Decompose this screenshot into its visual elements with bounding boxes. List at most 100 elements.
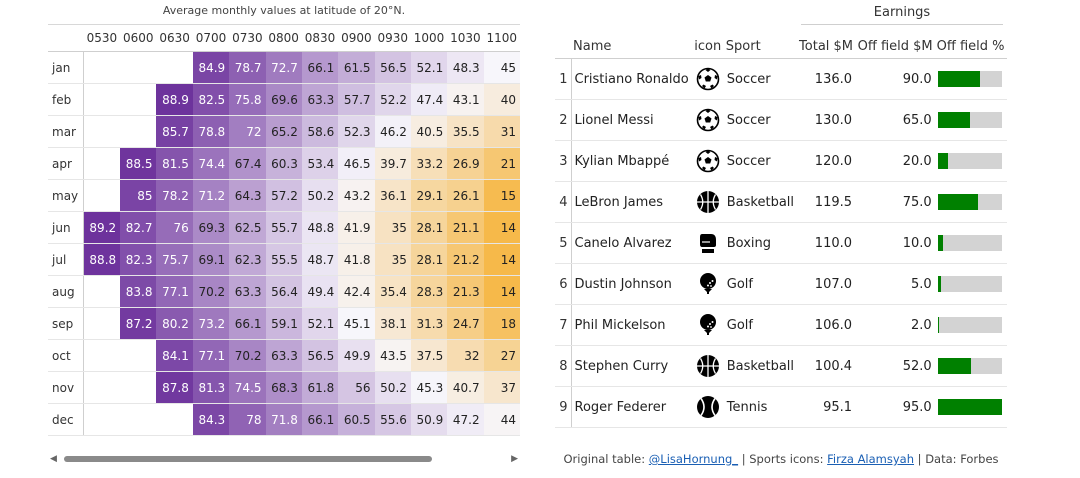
heatmap-panel: Average monthly values at latitude of 20… (48, 0, 520, 478)
off-field-pct-bar (937, 317, 1002, 333)
heatmap-scroll-area[interactable]: 0530 0600 0630 0700 0730 0800 0830 0900 0930 1000… (48, 24, 520, 437)
heatmap-cell: 43.2 (338, 179, 375, 212)
heatmap-cell: 89.2 (83, 211, 121, 244)
sport-icon-cell (691, 345, 724, 387)
heatmap-row-label: may (48, 179, 85, 212)
off-field-pct-bar-fill (937, 276, 941, 292)
heatmap-cell: 14 (483, 275, 520, 308)
off-field-pct-bar (937, 112, 1002, 128)
heatmap-cell: 31 (483, 115, 520, 148)
off-field-pct-bar-fill (937, 317, 939, 333)
sport-icon-cell (691, 140, 724, 182)
heatmap-cell: 78 (229, 403, 266, 436)
heatmap-cell: 75.8 (229, 83, 266, 116)
heatmap-row: mar 85.7 78.8 72 65.2 58.6 52.3 46.2 40.5 35.5 31 (48, 115, 520, 148)
athlete-name: Stephen Curry (571, 345, 692, 387)
heatmap-cell: 67.4 (229, 147, 266, 180)
earnings-row: 8 Stephen Curry Basketball 100.4 52.0 (555, 345, 1007, 387)
tennis-ball-icon (696, 395, 720, 419)
off-field-pct-bar-cell (934, 58, 1007, 100)
table-footer: Original table: @LisaHornung_ | Sports i… (555, 452, 1007, 466)
sport-name: Basketball (723, 345, 798, 387)
heatmap-cell: 76 (156, 211, 193, 244)
heatmap-cell: 40 (483, 83, 520, 116)
heatmap-cell: 21.1 (447, 211, 484, 244)
heatmap-cell: 36.1 (374, 179, 411, 212)
heatmap-cell: 35.4 (374, 275, 411, 308)
heatmap-cell: 68.3 (265, 371, 302, 404)
heatmap-cell: 21.2 (447, 243, 484, 276)
heatmap-col-header: 0530 (83, 25, 121, 52)
heatmap-cell: 38.1 (374, 307, 411, 340)
heatmap-cell: 43.1 (447, 83, 484, 116)
row-index: 3 (555, 140, 572, 182)
heatmap-empty-cell (83, 147, 121, 180)
heatmap-row: feb 88.9 82.5 75.8 69.6 63.3 57.7 52.2 47.4 43.1 4… (48, 83, 520, 116)
footer-link-lisahornung[interactable]: @LisaHornung_ (648, 452, 739, 466)
heatmap-row: oct 84.1 77.1 70.2 63.3 56.5 49.9 43.5 37.5 32 27 (48, 339, 520, 372)
row-index: 7 (555, 304, 572, 346)
heatmap-cell: 88.5 (120, 147, 157, 180)
heatmap-row-label: nov (48, 371, 85, 404)
total-earnings: 106.0 (797, 304, 856, 346)
total-earnings: 119.5 (797, 181, 856, 223)
off-field-pct-bar-cell (934, 345, 1007, 387)
heatmap-cell: 78.2 (156, 179, 193, 212)
heatmap-empty-cell (83, 371, 121, 404)
heatmap-cell: 82.3 (120, 243, 157, 276)
heatmap-cell: 24.7 (447, 307, 484, 340)
column-header-row: Name icon Sport Total $M Off field $M Of… (555, 28, 1007, 59)
heatmap-cell: 77.1 (156, 275, 193, 308)
heatmap-cell: 37 (483, 371, 520, 404)
heatmap-cell: 49.4 (301, 275, 339, 308)
footer-mid: | Sports icons: (738, 452, 828, 466)
sport-name: Golf (723, 263, 798, 305)
heatmap-cell: 85.7 (156, 115, 193, 148)
footer-link-firza-alamsyah[interactable]: Firza Alamsyah (827, 452, 915, 466)
heatmap-cell: 87.8 (156, 371, 193, 404)
boxing-glove-icon (696, 231, 720, 255)
sport-name: Golf (723, 304, 798, 346)
scroll-right-arrow-icon[interactable]: ▶ (511, 454, 518, 464)
heatmap-cell: 28.3 (410, 275, 448, 308)
heatmap-row-label: apr (48, 147, 85, 180)
off-field-pct-bar (937, 194, 1002, 210)
col-header-off-field: Off field $M (855, 28, 935, 59)
heatmap-cell: 88.9 (156, 83, 193, 116)
heatmap-cell: 56 (338, 371, 375, 404)
earnings-row: 1 Cristiano Ronaldo Soccer 136.0 90.0 (555, 58, 1007, 100)
heatmap-cell: 74.5 (229, 371, 266, 404)
heatmap-cell: 84.3 (192, 403, 230, 436)
heatmap-cell: 64.3 (229, 179, 266, 212)
heatmap-cell: 84.1 (156, 339, 193, 372)
off-field-pct-bar-cell (934, 99, 1007, 141)
heatmap-cell: 65.2 (265, 115, 302, 148)
heatmap-row: jan 84.9 78.7 72.7 66.1 61.5 56.5 52.1 48.3 45 (48, 51, 520, 84)
heatmap-cell: 63.3 (265, 339, 302, 372)
sport-icon-cell (691, 181, 724, 223)
heatmap-cell: 26.1 (447, 179, 484, 212)
total-earnings: 95.1 (797, 386, 856, 428)
heatmap-cell: 14 (483, 243, 520, 276)
col-header-name: Name (571, 28, 692, 59)
horizontal-scrollbar[interactable]: ◀ ▶ (48, 452, 520, 466)
sport-name: Tennis (723, 386, 798, 428)
heatmap-header-row: 0530 0600 0630 0700 0730 0800 0830 0900 0930 1000… (48, 25, 520, 52)
heatmap-cell: 63.3 (301, 83, 339, 116)
heatmap-cell: 84.9 (192, 51, 230, 84)
heatmap-empty-cell (120, 83, 157, 116)
heatmap-cell: 66.1 (301, 403, 339, 436)
scrollbar-track[interactable] (64, 456, 504, 462)
heatmap-cell: 83.8 (120, 275, 157, 308)
heatmap-row-label: oct (48, 339, 85, 372)
scrollbar-thumb[interactable] (64, 456, 432, 462)
scroll-left-arrow-icon[interactable]: ◀ (50, 454, 57, 464)
off-field-earnings: 52.0 (855, 345, 935, 387)
heatmap-cell: 48.7 (301, 243, 339, 276)
sport-icon-cell (691, 386, 724, 428)
heatmap-cell: 33.2 (410, 147, 448, 180)
heatmap-cell: 46.2 (374, 115, 411, 148)
footer-suffix: | Data: Forbes (914, 452, 999, 466)
off-field-pct-bar-fill (937, 194, 978, 210)
total-earnings: 136.0 (797, 58, 856, 100)
